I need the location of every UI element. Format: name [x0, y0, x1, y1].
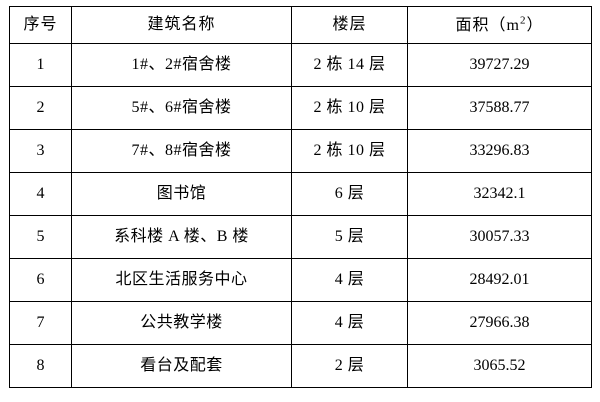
cell-area: 33296.83 [407, 129, 592, 173]
header-area-unit: m [506, 17, 520, 35]
cell-floors: 2 层 [291, 344, 408, 388]
cell-area: 28492.01 [407, 258, 592, 302]
table-row: 3 7#、8#宿舍楼 2 栋 10 层 33296.83 [9, 129, 592, 173]
cell-floors: 2 栋 14 层 [291, 43, 408, 87]
cell-floors: 2 栋 10 层 [291, 86, 408, 130]
header-area-label: 面积（ [455, 17, 507, 35]
cell-name: 北区生活服务中心 [71, 258, 292, 302]
cell-area: 27966.38 [407, 301, 592, 345]
cell-floors: 2 栋 10 层 [291, 129, 408, 173]
cell-name: 图书馆 [71, 172, 292, 216]
cell-index: 3 [9, 129, 72, 173]
table-row: 4 图书馆 6 层 32342.1 [9, 172, 592, 216]
cell-floors: 4 层 [291, 258, 408, 302]
table-row: 1 1#、2#宿舍楼 2 栋 14 层 39727.29 [9, 43, 592, 87]
header-index: 序号 [9, 6, 72, 44]
cell-index: 6 [9, 258, 72, 302]
cell-name: 7#、8#宿舍楼 [71, 129, 292, 173]
header-area: 面积（m2） [407, 6, 592, 44]
cell-index: 7 [9, 301, 72, 345]
cell-floors: 6 层 [291, 172, 408, 216]
header-area-unit-sup: 2 [519, 14, 527, 27]
cell-index: 8 [9, 344, 72, 388]
table-header-row: 序号 建筑名称 楼层 面积（m2） [9, 6, 592, 44]
cell-name: 看台及配套 [71, 344, 292, 388]
cell-name: 公共教学楼 [71, 301, 292, 345]
cell-index: 5 [9, 215, 72, 259]
cell-area: 39727.29 [407, 43, 592, 87]
cell-index: 2 [9, 86, 72, 130]
cell-name: 5#、6#宿舍楼 [71, 86, 292, 130]
cell-index: 1 [9, 43, 72, 87]
table-row: 5 系科楼 A 楼、B 楼 5 层 30057.33 [9, 215, 592, 259]
header-floors: 楼层 [291, 6, 408, 44]
cell-area: 32342.1 [407, 172, 592, 216]
table-row: 6 北区生活服务中心 4 层 28492.01 [9, 258, 592, 302]
cell-name: 系科楼 A 楼、B 楼 [71, 215, 292, 259]
cell-area: 30057.33 [407, 215, 592, 259]
table-row: 7 公共教学楼 4 层 27966.38 [9, 301, 592, 345]
cell-area: 37588.77 [407, 86, 592, 130]
table-row: 8 看台及配套 2 层 3065.52 [9, 344, 592, 388]
cell-name: 1#、2#宿舍楼 [71, 43, 292, 87]
header-area-label-end: ） [526, 17, 544, 35]
cell-index: 4 [9, 172, 72, 216]
header-name: 建筑名称 [71, 6, 292, 44]
cell-area: 3065.52 [407, 344, 592, 388]
table-row: 2 5#、6#宿舍楼 2 栋 10 层 37588.77 [9, 86, 592, 130]
cell-floors: 4 层 [291, 301, 408, 345]
building-area-table: 序号 建筑名称 楼层 面积（m2） 1 1#、2#宿舍楼 2 栋 14 层 39… [9, 6, 592, 388]
cell-floors: 5 层 [291, 215, 408, 259]
